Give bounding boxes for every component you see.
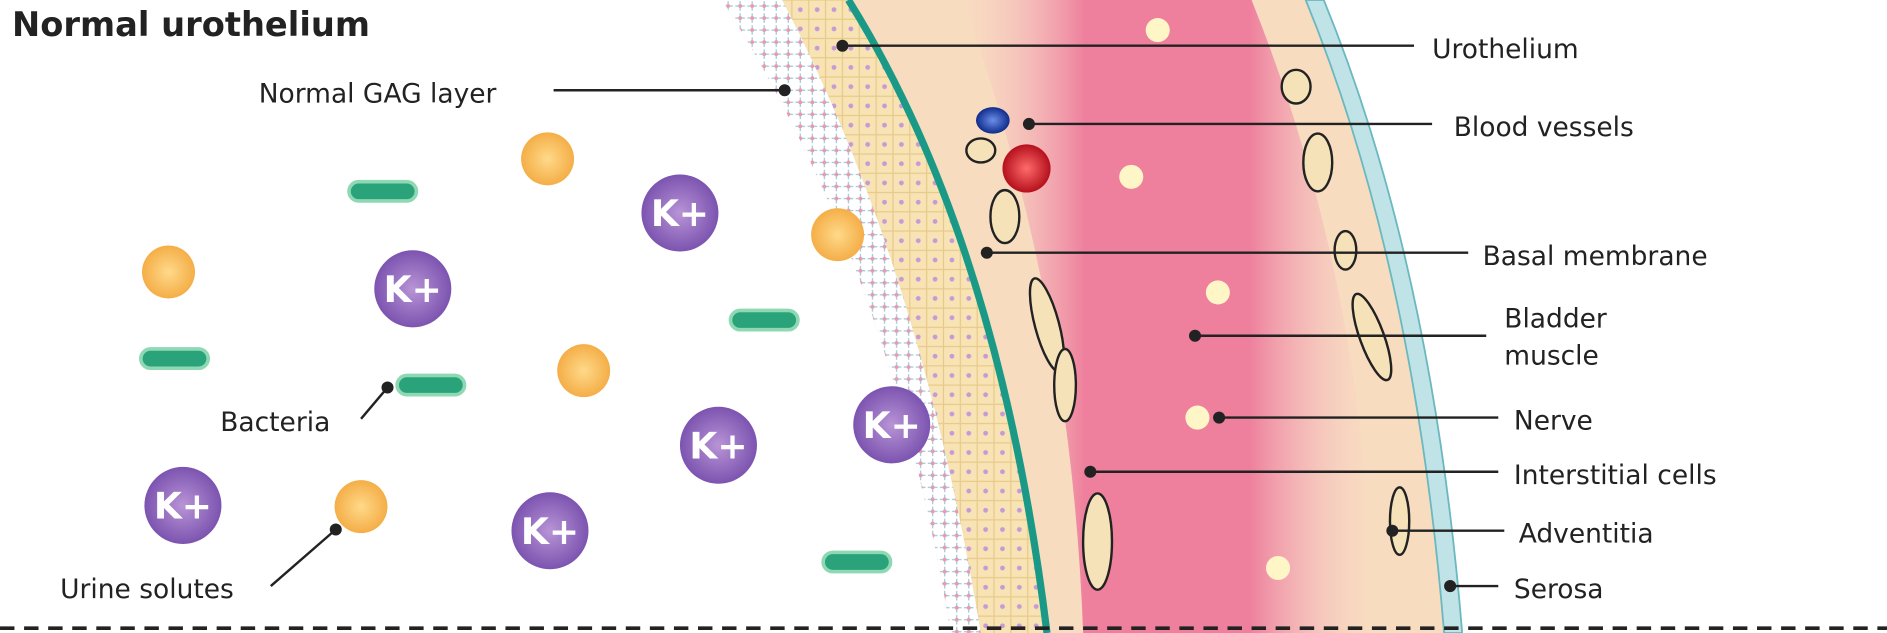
leader-dot — [1213, 411, 1226, 424]
ion-label: K+ — [154, 485, 212, 528]
leader-line — [269, 528, 337, 587]
potassium-ion — [679, 406, 757, 484]
label: Bacteria — [220, 407, 330, 438]
labels: Urothelium Blood vessels Basal membrane Ner… — [60, 34, 1716, 605]
label: Serosa — [1514, 574, 1604, 605]
potassium-ion — [853, 386, 931, 464]
label: Nerve — [1514, 406, 1593, 437]
ion-label: K+ — [651, 192, 709, 235]
title: Normal urothelium — [12, 5, 370, 44]
solute — [142, 245, 195, 299]
solute — [334, 480, 388, 534]
label: Urothelium — [1432, 34, 1579, 65]
label: muscle — [1504, 341, 1599, 372]
bacterium — [821, 550, 893, 574]
solute — [557, 344, 611, 398]
bacterium — [395, 373, 467, 397]
leader-dot — [1022, 117, 1035, 130]
leader-dot — [778, 84, 791, 97]
leader-dot — [381, 381, 394, 394]
leader-dot — [1386, 524, 1399, 537]
label: Urine solutes — [60, 574, 234, 605]
bacterium — [728, 308, 800, 332]
label: Bladder — [1504, 303, 1607, 334]
potassium-ion — [374, 250, 452, 328]
potassium-ion — [144, 466, 222, 544]
label: Adventitia — [1519, 519, 1654, 550]
leader-dot — [329, 523, 342, 536]
ion-label: K+ — [384, 268, 442, 311]
leader-dot — [836, 39, 849, 52]
potassium-ion — [511, 492, 589, 570]
ion-label: K+ — [521, 510, 579, 553]
ion-label: K+ — [689, 425, 747, 468]
bladder-wall — [722, 0, 1464, 633]
leader-dot — [980, 246, 993, 259]
bacterium — [139, 347, 211, 371]
ion-label: K+ — [863, 404, 921, 447]
leader-dot — [1084, 465, 1097, 478]
label: Basal membrane — [1483, 241, 1708, 272]
label: Normal GAG layer — [259, 78, 497, 109]
urine-contents: K+ K+ K+ K+ K+ K+ — [139, 132, 931, 574]
label: Blood vessels — [1454, 112, 1634, 143]
solute — [811, 208, 865, 262]
bacterium — [347, 179, 419, 203]
potassium-ion — [641, 174, 719, 252]
label: Interstitial cells — [1514, 460, 1717, 491]
leader-line — [360, 386, 389, 420]
leader-dot — [1444, 580, 1457, 593]
leader-dot — [1188, 329, 1202, 342]
solute — [521, 132, 575, 186]
